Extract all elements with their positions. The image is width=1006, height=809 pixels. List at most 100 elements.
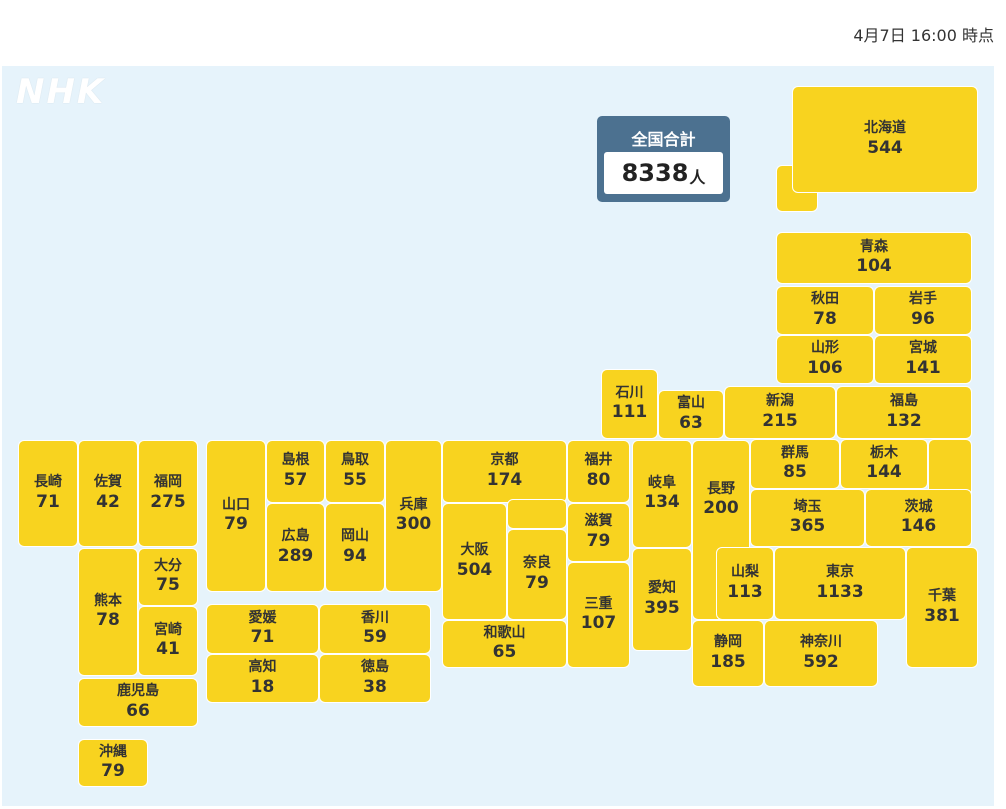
pref-value: 215 bbox=[762, 410, 798, 431]
pref-tile-saitama[interactable]: 埼玉 365 bbox=[750, 489, 865, 547]
pref-tile-yamagata[interactable]: 山形 106 bbox=[776, 335, 874, 384]
pref-name: 奈良 bbox=[523, 555, 551, 572]
pref-tile-hyogo[interactable]: 兵庫 300 bbox=[385, 440, 442, 592]
pref-tile-nagasaki[interactable]: 長崎 71 bbox=[18, 440, 78, 547]
pref-name: 宮崎 bbox=[154, 621, 182, 638]
pref-name: 香川 bbox=[361, 609, 389, 626]
pref-name: 群馬 bbox=[781, 444, 809, 461]
pref-tile-kanagawa[interactable]: 神奈川 592 bbox=[764, 620, 878, 687]
pref-name: 宮城 bbox=[909, 340, 937, 357]
pref-name: 大阪 bbox=[460, 542, 489, 559]
pref-value: 141 bbox=[905, 357, 941, 378]
pref-name: 長野 bbox=[707, 480, 735, 497]
pref-tile-okayama[interactable]: 岡山 94 bbox=[325, 503, 385, 592]
pref-value: 200 bbox=[703, 498, 739, 519]
pref-tile-tochigi[interactable]: 栃木 144 bbox=[840, 439, 928, 489]
pref-tile-ibaraki[interactable]: 茨城 146 bbox=[865, 489, 972, 547]
pref-tile-gunma[interactable]: 群馬 85 bbox=[750, 439, 840, 489]
pref-value: 113 bbox=[727, 581, 763, 602]
pref-tile-kagoshima[interactable]: 鹿児島 66 bbox=[78, 678, 198, 727]
pref-tile-saga[interactable]: 佐賀 42 bbox=[78, 440, 138, 547]
timestamp: 4月7日 16:00 時点 bbox=[853, 26, 994, 45]
pref-value: 78 bbox=[96, 610, 120, 631]
pref-tile-ishikawa[interactable]: 石川 111 bbox=[601, 369, 658, 439]
pref-tile-tokyo[interactable]: 東京 1133 bbox=[774, 547, 906, 620]
pref-name: 東京 bbox=[826, 564, 854, 581]
national-total-box: 8338 人 bbox=[604, 152, 723, 194]
pref-value: 592 bbox=[803, 651, 839, 672]
pref-tile-kagawa[interactable]: 香川 59 bbox=[319, 604, 431, 654]
pref-name: 青森 bbox=[860, 238, 888, 255]
pref-value: 80 bbox=[586, 469, 611, 490]
pref-value: 132 bbox=[886, 410, 922, 431]
pref-value: 79 bbox=[101, 761, 125, 782]
pref-tile-fukushima[interactable]: 福島 132 bbox=[836, 386, 972, 439]
pref-tile-shizuoka[interactable]: 静岡 185 bbox=[692, 620, 764, 687]
pref-tile-miyazaki[interactable]: 宮崎 41 bbox=[138, 606, 198, 676]
pref-value: 59 bbox=[363, 627, 387, 648]
pref-value: 66 bbox=[126, 700, 150, 721]
pref-tile-chiba[interactable]: 千葉 381 bbox=[906, 547, 978, 668]
pref-tile-hiroshima[interactable]: 広島 289 bbox=[266, 503, 325, 592]
pref-tile-kochi[interactable]: 高知 18 bbox=[206, 654, 319, 703]
pref-name: 秋田 bbox=[811, 291, 839, 308]
pref-tile-shiga[interactable]: 滋賀 79 bbox=[567, 503, 630, 562]
pref-tile-okinawa[interactable]: 沖縄 79 bbox=[78, 739, 148, 787]
pref-tile-ehime[interactable]: 愛媛 71 bbox=[206, 604, 319, 654]
pref-tile-fukuoka[interactable]: 福岡 275 bbox=[138, 440, 198, 547]
pref-tile-kumamoto[interactable]: 熊本 78 bbox=[78, 548, 138, 676]
pref-tile-yamanashi[interactable]: 山梨 113 bbox=[716, 547, 774, 620]
pref-name: 新潟 bbox=[766, 393, 794, 410]
pref-value: 38 bbox=[363, 676, 387, 697]
pref-tile-tokushima[interactable]: 徳島 38 bbox=[319, 654, 431, 703]
pref-value: 57 bbox=[283, 469, 308, 490]
pref-name: 島根 bbox=[281, 452, 310, 469]
pref-tile-toyama[interactable]: 富山 63 bbox=[658, 390, 724, 439]
pref-name: 沖縄 bbox=[99, 743, 127, 760]
pref-value: 185 bbox=[710, 651, 746, 672]
pref-tile-iwate[interactable]: 岩手 96 bbox=[874, 286, 972, 335]
pref-tile-mie[interactable]: 三重 107 bbox=[567, 562, 630, 668]
pref-value: 65 bbox=[492, 642, 517, 663]
pref-tile-kyoto[interactable]: 京都 174 bbox=[442, 440, 567, 503]
pref-tile-kyoto-piece[interactable] bbox=[507, 499, 567, 529]
pref-value: 71 bbox=[36, 491, 60, 512]
pref-tile-aomori[interactable]: 青森 104 bbox=[776, 232, 972, 284]
pref-tile-oita[interactable]: 大分 75 bbox=[138, 548, 198, 606]
pref-tile-fukui[interactable]: 福井 80 bbox=[567, 440, 630, 503]
pref-tile-miyagi[interactable]: 宮城 141 bbox=[874, 335, 972, 384]
pref-value: 85 bbox=[783, 462, 807, 483]
pref-value: 75 bbox=[156, 575, 180, 596]
national-total-panel: 全国合計 8338 人 bbox=[597, 116, 730, 202]
pref-name: 広島 bbox=[281, 528, 310, 545]
pref-tile-osaka[interactable]: 大阪 504 bbox=[442, 503, 507, 620]
pref-name: 石川 bbox=[615, 384, 644, 401]
pref-tile-gifu[interactable]: 岐阜 134 bbox=[632, 440, 692, 548]
pref-name: 福井 bbox=[584, 452, 613, 469]
pref-tile-wakayama[interactable]: 和歌山 65 bbox=[442, 620, 567, 668]
pref-value: 504 bbox=[456, 559, 493, 580]
pref-value: 63 bbox=[679, 412, 703, 433]
pref-value: 134 bbox=[644, 492, 680, 513]
pref-name: 福島 bbox=[890, 393, 918, 410]
pref-name: 岡山 bbox=[341, 528, 369, 545]
pref-tile-tottori[interactable]: 鳥取 55 bbox=[325, 440, 385, 503]
pref-value: 106 bbox=[807, 357, 843, 378]
pref-value: 78 bbox=[813, 308, 837, 329]
pref-value: 381 bbox=[924, 605, 960, 626]
pref-tile-niigata[interactable]: 新潟 215 bbox=[724, 386, 836, 439]
pref-value: 300 bbox=[395, 514, 432, 535]
pref-value: 55 bbox=[343, 469, 367, 490]
pref-value: 289 bbox=[277, 545, 314, 566]
pref-tile-akita[interactable]: 秋田 78 bbox=[776, 286, 874, 335]
pref-value: 174 bbox=[486, 469, 523, 490]
pref-tile-nara[interactable]: 奈良 79 bbox=[507, 529, 567, 620]
pref-value: 107 bbox=[580, 613, 617, 634]
pref-value: 146 bbox=[900, 516, 937, 537]
pref-tile-shimane[interactable]: 島根 57 bbox=[266, 440, 325, 503]
pref-tile-aichi[interactable]: 愛知 395 bbox=[632, 548, 692, 651]
pref-name: 山梨 bbox=[731, 564, 759, 581]
pref-tile-yamaguchi[interactable]: 山口 79 bbox=[206, 440, 266, 592]
pref-tile-hokkaido[interactable]: 北海道 544 bbox=[792, 86, 978, 193]
national-total-label: 全国合計 bbox=[631, 130, 696, 149]
